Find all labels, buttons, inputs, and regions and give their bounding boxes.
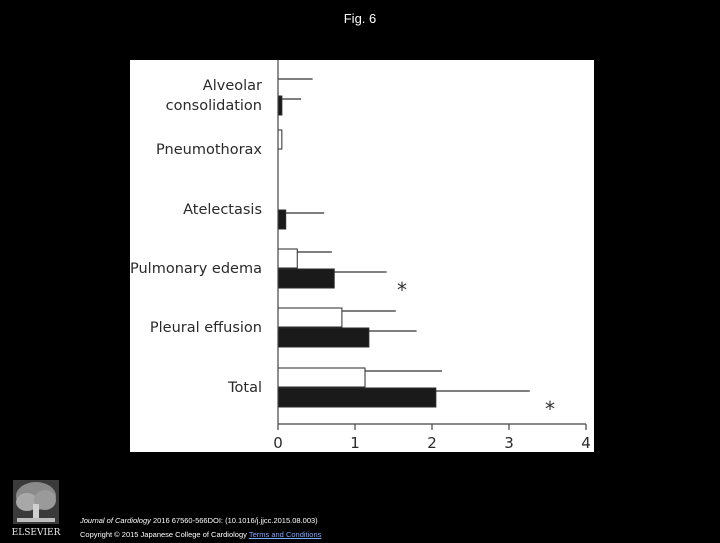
x-tick-label-3: 3: [504, 434, 514, 452]
significance-marker-3: *: [397, 278, 407, 302]
bar-series-2-5: [277, 387, 437, 408]
x-tick-label-2: 2: [427, 434, 437, 452]
significance-marker-5: *: [545, 397, 555, 421]
copyright-text: Copyright © 2015 Japanese College of Car…: [80, 530, 247, 539]
category-label-5: Total: [227, 380, 262, 396]
terms-and-conditions-link[interactable]: Terms and Conditions: [248, 530, 322, 539]
category-label-3: Pulmonary edema: [130, 261, 262, 277]
bar-series-2-2: [277, 209, 287, 230]
figure-title: Fig. 6: [343, 11, 377, 26]
journal-name: Journal of Cardiology: [80, 516, 151, 525]
category-label-1: Pneumothorax: [156, 142, 262, 158]
tree-icon: [13, 480, 59, 524]
bar-series-2-3: [277, 268, 335, 289]
bar-series-2-4: [277, 327, 370, 348]
elsevier-logo: ELSEVIER: [7, 478, 65, 538]
x-tick-label-1: 1: [350, 434, 360, 452]
bar-chart: Alveolar consolidation Pneumothorax Atelect…: [130, 60, 591, 452]
citation-reference: 2016 67560-566DOI: (10.1016/j.jjcc.2015.…: [150, 516, 318, 525]
chart-panel: Alveolar consolidation Pneumothorax Atelect…: [130, 60, 594, 452]
copyright-line: Copyright © 2015 Japanese College of Car…: [80, 528, 321, 542]
category-label-2: Atelectasis: [183, 202, 262, 218]
citation-block: Journal of Cardiology 2016 67560-566DOI:…: [80, 514, 321, 542]
category-label-4: Pleural effusion: [150, 320, 262, 336]
bar-series-1-3: [277, 248, 298, 269]
category-label-0-line-1: consolidation: [166, 98, 262, 114]
x-tick-label-0: 0: [273, 434, 283, 452]
bar-series-1-5: [277, 367, 366, 388]
category-label-0-line-0: Alveolar: [203, 78, 262, 94]
citation-line: Journal of Cardiology 2016 67560-566DOI:…: [80, 514, 321, 528]
publisher-logo-text: ELSEVIER: [12, 528, 61, 538]
x-tick-label-4: 4: [581, 434, 591, 452]
bar-series-1-4: [277, 307, 343, 328]
